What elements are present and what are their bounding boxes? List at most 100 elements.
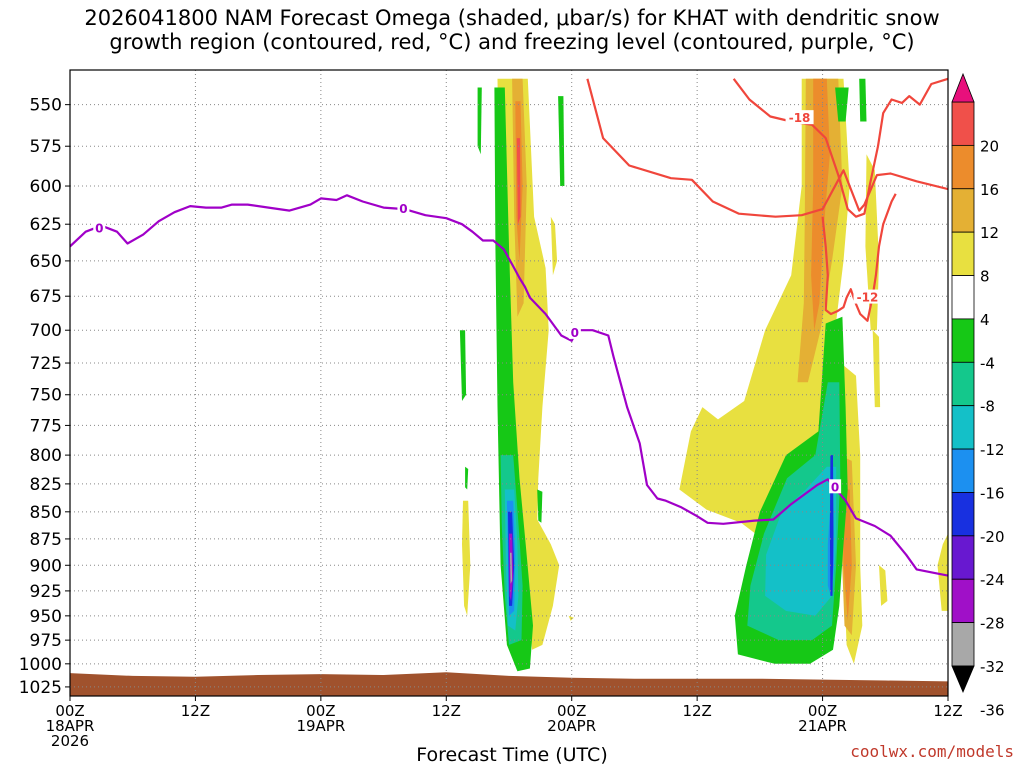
grid-lines xyxy=(70,70,948,696)
y-tick-label-700: 700 xyxy=(30,321,62,341)
y-tick-label-800: 800 xyxy=(30,446,62,466)
x-tick-label-72-0: 00Z xyxy=(808,702,837,720)
freezing-level-line-label-3: 0 xyxy=(831,480,839,494)
chart-title-line1: 2026041800 NAM Forecast Omega (shaded, μ… xyxy=(84,6,940,30)
y-tick-label-675: 675 xyxy=(30,287,62,307)
y-tick-label-575: 575 xyxy=(30,137,62,157)
dgz-contour-0-label-0: -18 xyxy=(789,111,811,125)
omega-shading xyxy=(459,78,948,672)
y-tick-label-600: 600 xyxy=(30,177,62,197)
x-tick-label-72-1: 21APR xyxy=(798,717,847,735)
freezing-level-line-label-bg-3 xyxy=(829,479,842,494)
contour-labels: 0 0 0 0 -18 -12 xyxy=(93,110,882,494)
colorbar-band-3 xyxy=(951,231,975,276)
y-tick-label-875: 875 xyxy=(30,530,62,550)
colorbar-label-12: -32 xyxy=(980,658,1005,676)
chart-title: 2026041800 NAM Forecast Omega (shaded, μ… xyxy=(0,6,1024,54)
colorbar-band-8 xyxy=(951,448,975,493)
colorbar-label-11: -28 xyxy=(980,615,1005,633)
x-tick-label-0-1: 18APR xyxy=(46,717,95,735)
freezing-level-line-label-0: 0 xyxy=(95,222,103,236)
colorbar-band-12 xyxy=(951,622,975,667)
y-tick-label-950: 950 xyxy=(30,607,62,627)
omega-region-34 xyxy=(765,466,837,616)
colorbar-label-10: -24 xyxy=(980,571,1005,589)
colorbar-band-10 xyxy=(951,535,975,580)
credit-text: coolwx.com/models xyxy=(850,742,1014,761)
colorbar-label-7: -12 xyxy=(980,441,1005,459)
omega-region-14 xyxy=(865,154,879,331)
freezing-level-line-label-1: 0 xyxy=(399,202,407,216)
y-tick-label-975: 975 xyxy=(30,631,62,651)
plot-frame xyxy=(69,69,949,697)
y-tick-label-650: 650 xyxy=(30,252,62,272)
colorbar-label-2: 12 xyxy=(980,224,999,242)
x-tick-label-60-0: 12Z xyxy=(682,702,711,720)
x-tick-label-12-0: 12Z xyxy=(181,702,210,720)
omega-region-6 xyxy=(568,615,574,621)
colorbar-band-1 xyxy=(951,144,975,190)
colorbar-bottom-arrow xyxy=(951,665,975,694)
x-tick-label-48-0: 00Z xyxy=(557,702,586,720)
colorbar-label-6: -8 xyxy=(980,398,995,416)
freezing-level-line xyxy=(70,194,948,577)
colorbar-label-5: -4 xyxy=(980,354,995,372)
colorbar-label-9: -20 xyxy=(980,528,1005,546)
y-tick-label-750: 750 xyxy=(30,386,62,406)
colorbar-band-2 xyxy=(951,188,975,233)
x-tick-label-0-2: 2026 xyxy=(51,732,89,750)
dgz-contour-2 xyxy=(821,193,897,322)
y-tick-label-1000: 1000 xyxy=(19,655,62,675)
colorbar-label-0: 20 xyxy=(980,137,999,155)
omega-region-24 xyxy=(510,552,513,584)
x-tick-label-24-0: 00Z xyxy=(306,702,335,720)
x-tick-label-48-1: 20APR xyxy=(547,717,596,735)
x-tick-label-84-0: 12Z xyxy=(933,702,962,720)
y-axis: 550 575 600 625 650 675 700 725 750 775 800 825 850 8… xyxy=(19,96,70,698)
y-tick-label-900: 900 xyxy=(30,556,62,576)
omega-region-28 xyxy=(537,489,543,523)
x-tick-label-0-0: 00Z xyxy=(55,702,84,720)
y-tick-label-550: 550 xyxy=(30,96,62,116)
freezing-level-line-label-bg-0 xyxy=(93,220,106,235)
omega-region-31 xyxy=(859,78,867,122)
freezing-level-line-label-bg-2 xyxy=(568,324,581,339)
y-tick-label-625: 625 xyxy=(30,215,62,235)
dgz-contour-0 xyxy=(586,78,948,218)
chart-title-line2: growth region (contoured, red, °C) and f… xyxy=(109,30,915,54)
colorbar-label-3: 8 xyxy=(980,268,990,286)
omega-region-25 xyxy=(459,330,467,401)
colorbar-band-11 xyxy=(951,578,975,624)
omega-region-17 xyxy=(937,533,948,611)
omega-region-29 xyxy=(558,96,565,186)
omega-region-26 xyxy=(465,466,469,490)
colorbar-label-13: -36 xyxy=(980,701,1005,719)
y-tick-label-725: 725 xyxy=(30,354,62,374)
freezing-level-line-label-bg-1 xyxy=(397,201,410,216)
x-tick-label-36-0: 12Z xyxy=(432,702,461,720)
colorbar-band-0 xyxy=(951,101,975,146)
omega-region-7 xyxy=(550,216,558,276)
omega-region-3 xyxy=(516,138,521,225)
freezing-level-line-label-2: 0 xyxy=(571,326,579,340)
omega-region-30 xyxy=(835,87,849,122)
colorbar: 20 16 12 8 4 -4 -8 -12 -16 -20 -24 -28 -32 -36 xyxy=(951,72,1005,719)
dgz-contour-2-label-bg-0 xyxy=(853,289,882,304)
omega-region-15 xyxy=(872,330,881,408)
colorbar-top-arrow xyxy=(951,72,975,103)
colorbar-band-4 xyxy=(951,275,975,320)
y-tick-label-1025: 1025 xyxy=(19,678,62,698)
y-tick-label-825: 825 xyxy=(30,475,62,495)
x-axis-title: Forecast Time (UTC) xyxy=(416,744,608,766)
colorbar-band-7 xyxy=(951,405,975,450)
y-tick-label-775: 775 xyxy=(30,416,62,436)
colorbar-label-4: 4 xyxy=(980,311,990,329)
omega-region-5 xyxy=(462,500,471,616)
dgz-contour-0-label-bg-0 xyxy=(785,110,814,125)
colorbar-band-9 xyxy=(951,492,975,537)
x-tick-label-24-1: 19APR xyxy=(296,717,345,735)
colorbar-label-1: 16 xyxy=(980,181,999,199)
omega-region-10 xyxy=(811,78,830,331)
